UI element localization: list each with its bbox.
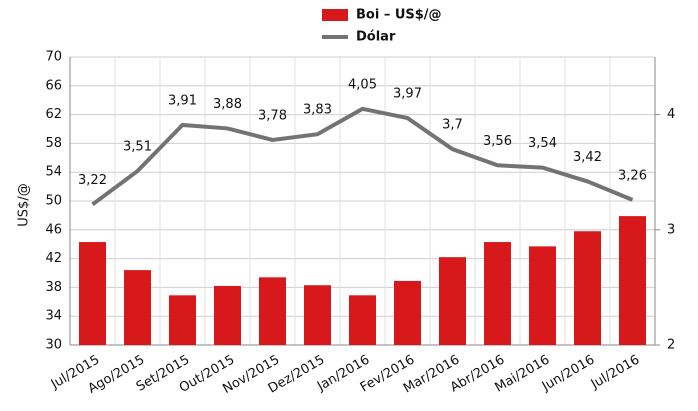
x-tick-label: Jul/2016: [588, 353, 642, 393]
bar: [349, 295, 376, 345]
bar: [124, 270, 151, 345]
bar: [304, 285, 331, 345]
bar: [619, 216, 646, 345]
bar: [169, 295, 196, 345]
bar: [394, 280, 421, 345]
data-label: 3,42: [573, 150, 602, 165]
y-tick-label: 62: [45, 107, 62, 122]
data-label: 3,83: [303, 103, 332, 118]
bar: [79, 242, 106, 345]
legend-label: Boi – US$/@: [356, 8, 442, 23]
y-tick-label: 54: [45, 165, 62, 180]
y-tick-label: 42: [45, 251, 62, 266]
data-label: 3,7: [442, 118, 463, 133]
y-tick-label: 50: [45, 194, 62, 209]
data-label: 3,56: [483, 134, 512, 149]
data-label: 4,05: [348, 77, 377, 92]
bar: [214, 285, 241, 345]
y2-tick-label: 2: [667, 338, 675, 353]
data-label: 3,54: [528, 136, 557, 151]
data-label: 3,91: [168, 93, 197, 108]
y-tick-label: 30: [45, 338, 62, 353]
y-tick-label: 66: [45, 78, 62, 93]
data-label: 3,51: [123, 140, 152, 155]
y-axis-label: US$/@: [17, 183, 32, 226]
bar: [259, 277, 286, 345]
legend-swatch: [322, 9, 348, 21]
data-label: 3,22: [78, 173, 107, 188]
bar: [484, 242, 511, 345]
data-label: 3,97: [393, 87, 422, 102]
y-tick-label: 70: [45, 50, 62, 65]
y-tick-label: 34: [45, 309, 62, 324]
data-label: 3,78: [258, 108, 287, 123]
y2-tick-label: 4: [667, 107, 675, 122]
bar: [529, 246, 556, 345]
data-label: 3,26: [618, 168, 647, 183]
y2-tick-label: 3: [667, 222, 675, 237]
legend-label: Dólar: [356, 30, 396, 45]
line: [91, 106, 634, 207]
bar: [439, 257, 466, 345]
bar: [574, 231, 601, 345]
y-tick-label: 46: [45, 222, 62, 237]
data-label: 3,88: [213, 97, 242, 112]
y-tick-label: 38: [45, 280, 62, 295]
y-tick-label: 58: [45, 136, 62, 151]
